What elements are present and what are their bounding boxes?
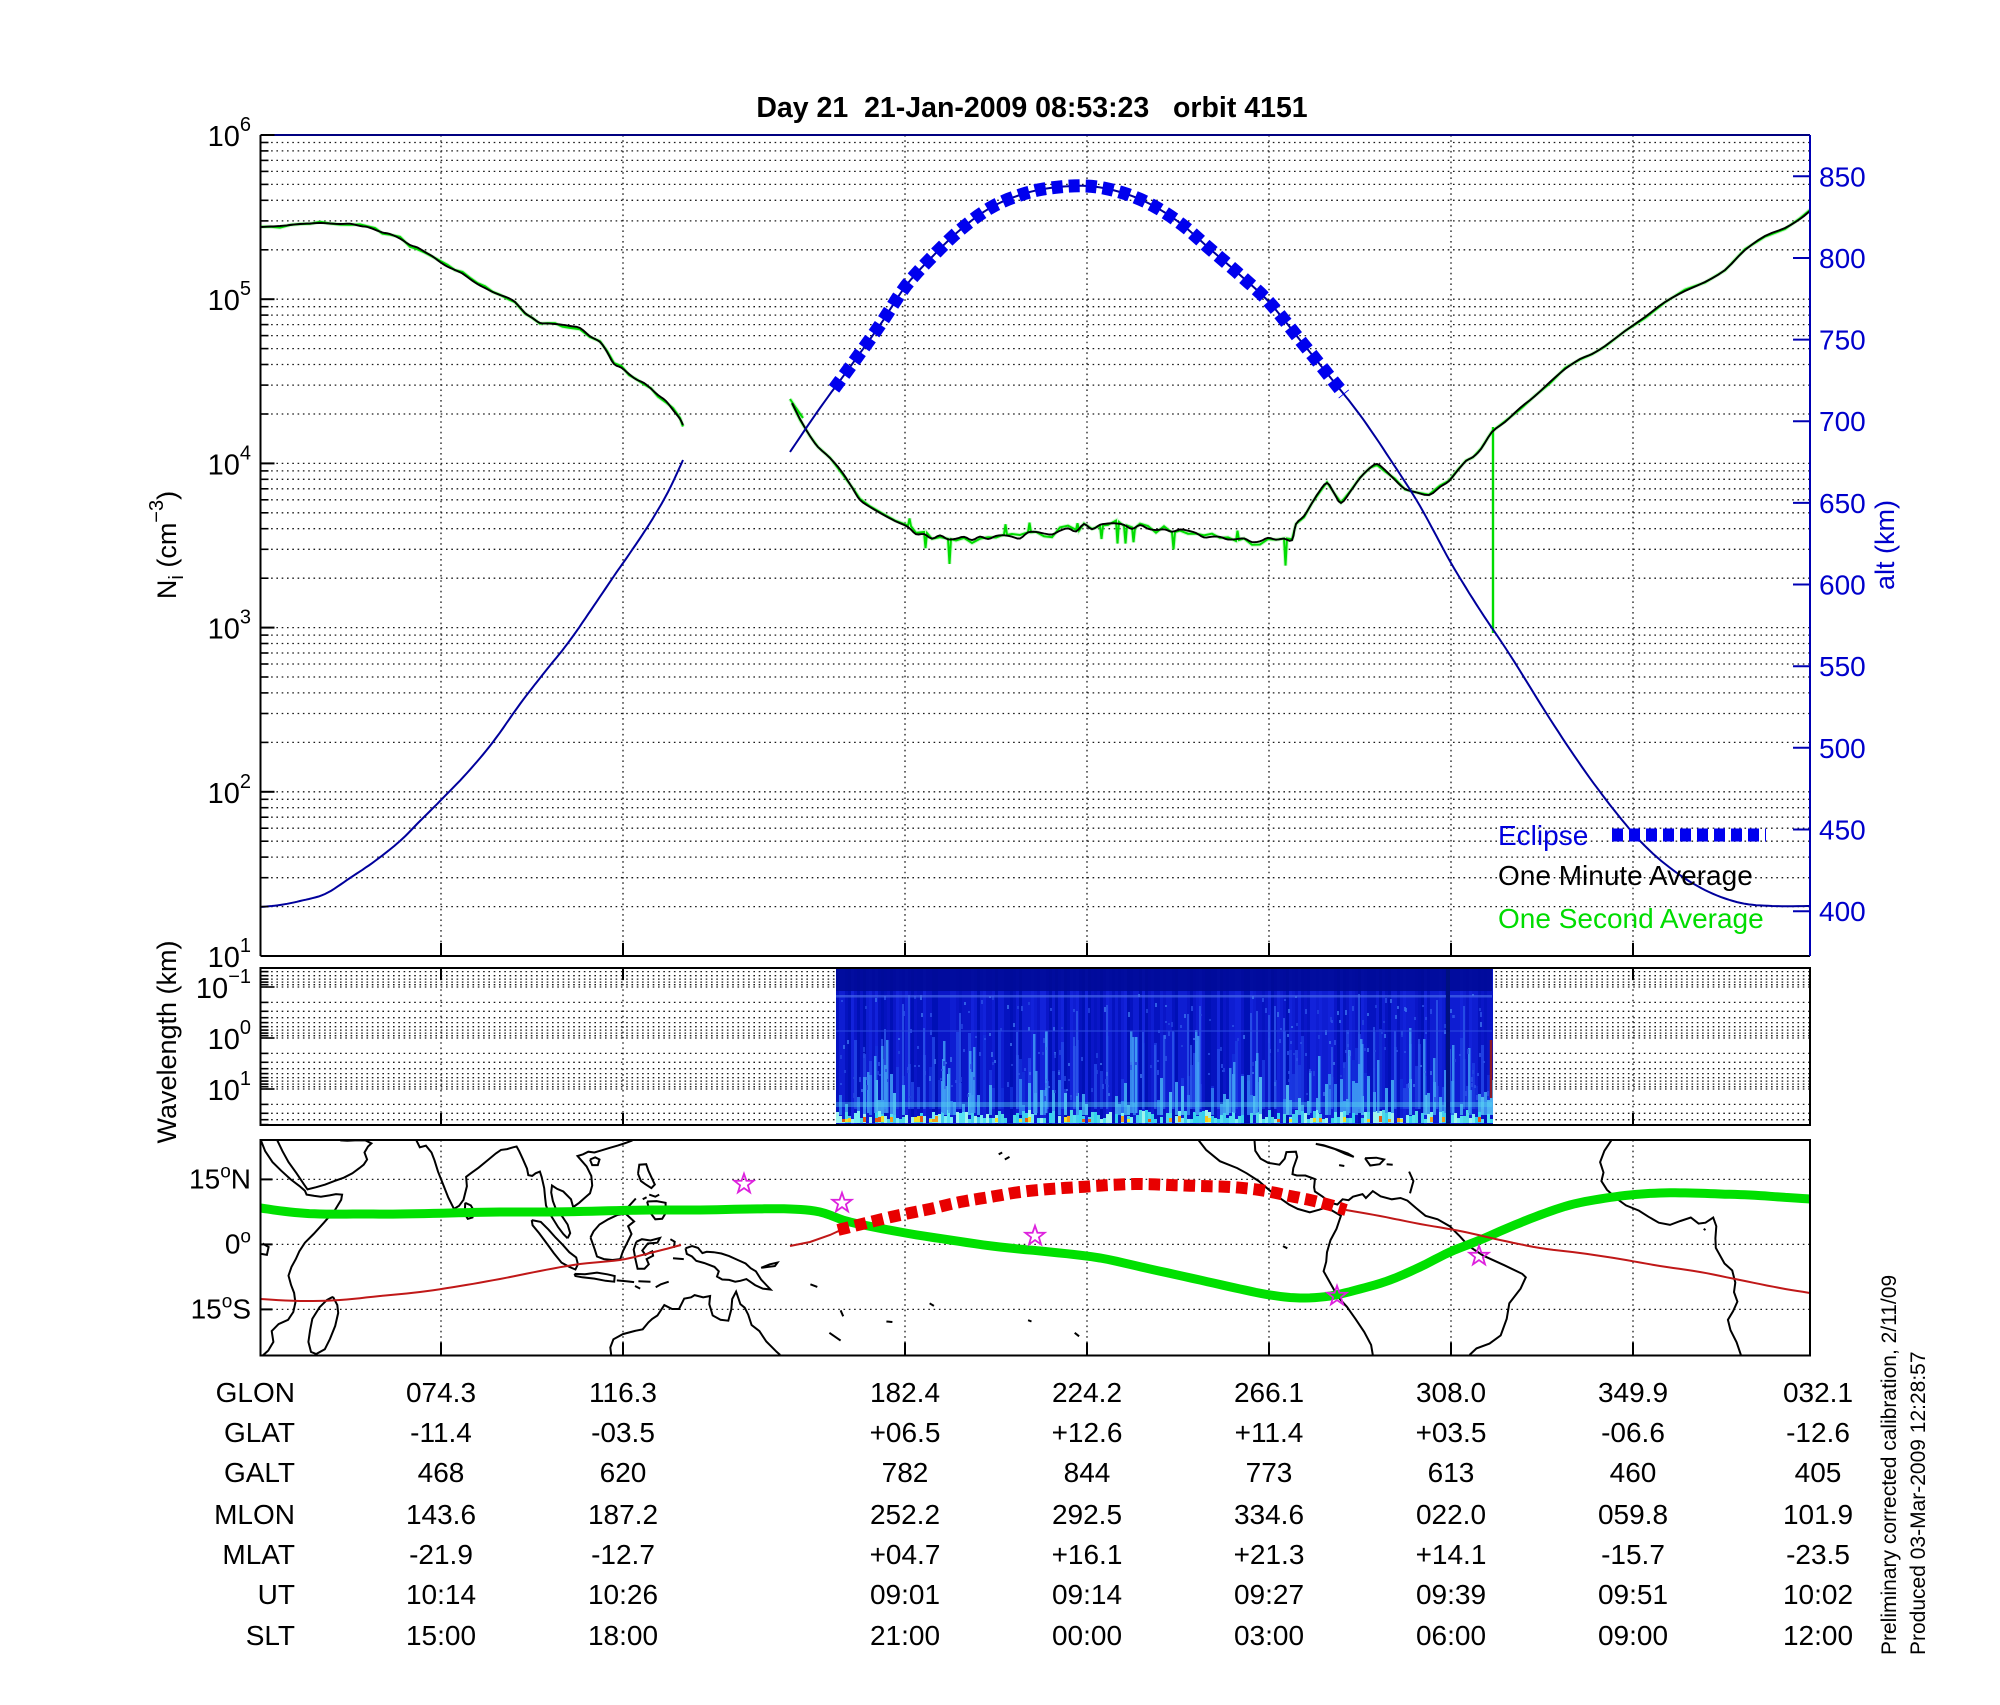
svg-text:21:00: 21:00 (870, 1620, 940, 1651)
svg-text:266.1: 266.1 (1234, 1377, 1304, 1408)
svg-text:104: 104 (208, 442, 251, 481)
svg-text:15:00: 15:00 (406, 1620, 476, 1651)
svg-text:One Second Average: One Second Average (1498, 903, 1764, 934)
svg-text:SLT: SLT (246, 1620, 295, 1651)
svg-text:650: 650 (1819, 488, 1866, 519)
svg-text:059.8: 059.8 (1598, 1499, 1668, 1530)
svg-text:400: 400 (1819, 896, 1866, 927)
svg-text:844: 844 (1064, 1457, 1111, 1488)
svg-text:468: 468 (418, 1457, 465, 1488)
svg-text:032.1: 032.1 (1783, 1377, 1853, 1408)
svg-text:450: 450 (1819, 815, 1866, 846)
svg-text:Wavelength (km): Wavelength (km) (152, 940, 182, 1143)
svg-text:Produced 03-Mar-2009 12:28:57: Produced 03-Mar-2009 12:28:57 (1907, 1351, 1930, 1655)
svg-text:Eclipse: Eclipse (1498, 820, 1588, 851)
svg-text:alt (km): alt (km) (1870, 500, 1900, 590)
svg-text:+06.5: +06.5 (870, 1417, 941, 1448)
svg-text:15oN: 15oN (189, 1161, 251, 1194)
svg-text:460: 460 (1610, 1457, 1657, 1488)
svg-text:18:00: 18:00 (588, 1620, 658, 1651)
svg-text:00:00: 00:00 (1052, 1620, 1122, 1651)
svg-text:773: 773 (1246, 1457, 1293, 1488)
svg-text:-12.7: -12.7 (591, 1539, 655, 1570)
svg-text:-12.6: -12.6 (1786, 1417, 1850, 1448)
svg-text:550: 550 (1819, 651, 1866, 682)
svg-text:782: 782 (882, 1457, 929, 1488)
svg-text:292.5: 292.5 (1052, 1499, 1122, 1530)
svg-text:06:00: 06:00 (1416, 1620, 1486, 1651)
svg-text:One Minute Average: One Minute Average (1498, 860, 1753, 891)
svg-text:GALT: GALT (224, 1457, 295, 1488)
svg-text:+03.5: +03.5 (1416, 1417, 1487, 1448)
svg-text:+14.1: +14.1 (1416, 1539, 1487, 1570)
svg-text:09:00: 09:00 (1598, 1620, 1668, 1651)
svg-text:-11.4: -11.4 (410, 1417, 472, 1448)
svg-text:03:00: 03:00 (1234, 1620, 1304, 1651)
svg-text:09:14: 09:14 (1052, 1579, 1122, 1610)
svg-text:Day 21 21-Jan-2009 08:53:23: Day 21 21-Jan-2009 08:53:23 orbit 4151 (756, 92, 1307, 124)
svg-text:10:26: 10:26 (588, 1579, 658, 1610)
svg-text:09:27: 09:27 (1234, 1579, 1304, 1610)
svg-text:-06.6: -06.6 (1601, 1417, 1665, 1448)
svg-text:022.0: 022.0 (1416, 1499, 1486, 1530)
svg-text:UT: UT (258, 1579, 295, 1610)
svg-text:MLAT: MLAT (222, 1539, 295, 1570)
svg-text:MLON: MLON (214, 1499, 295, 1530)
svg-text:116.3: 116.3 (589, 1377, 657, 1408)
svg-text:224.2: 224.2 (1052, 1377, 1122, 1408)
svg-text:-15.7: -15.7 (1601, 1539, 1665, 1570)
svg-text:308.0: 308.0 (1416, 1377, 1486, 1408)
svg-text:+11.4: +11.4 (1235, 1417, 1304, 1448)
svg-text:187.2: 187.2 (588, 1499, 658, 1530)
svg-text:+16.1: +16.1 (1052, 1539, 1123, 1570)
svg-text:600: 600 (1819, 570, 1866, 601)
svg-text:GLON: GLON (216, 1377, 295, 1408)
svg-text:500: 500 (1819, 733, 1866, 764)
svg-text:405: 405 (1795, 1457, 1842, 1488)
svg-text:-23.5: -23.5 (1786, 1539, 1850, 1570)
svg-text:334.6: 334.6 (1234, 1499, 1304, 1530)
svg-text:+12.6: +12.6 (1052, 1417, 1123, 1448)
svg-text:700: 700 (1819, 406, 1866, 437)
svg-text:09:01: 09:01 (870, 1579, 940, 1610)
svg-text:800: 800 (1819, 243, 1866, 274)
svg-text:10:02: 10:02 (1783, 1579, 1853, 1610)
svg-text:850: 850 (1819, 161, 1866, 192)
svg-text:143.6: 143.6 (406, 1499, 476, 1530)
svg-text:+04.7: +04.7 (870, 1539, 941, 1570)
svg-text:15oS: 15oS (191, 1291, 251, 1324)
svg-text:-03.5: -03.5 (591, 1417, 655, 1448)
svg-text:182.4: 182.4 (870, 1377, 940, 1408)
svg-text:620: 620 (600, 1457, 647, 1488)
svg-text:09:51: 09:51 (1598, 1579, 1668, 1610)
svg-text:09:39: 09:39 (1416, 1579, 1486, 1610)
svg-text:349.9: 349.9 (1598, 1377, 1668, 1408)
svg-text:750: 750 (1819, 325, 1866, 356)
svg-text:613: 613 (1428, 1457, 1475, 1488)
svg-text:Preliminary corrected calibrat: Preliminary corrected calibration, 2/11/… (1878, 1275, 1901, 1655)
svg-text:GLAT: GLAT (224, 1417, 295, 1448)
svg-text:12:00: 12:00 (1783, 1620, 1853, 1651)
svg-text:074.3: 074.3 (406, 1377, 476, 1408)
svg-text:+21.3: +21.3 (1234, 1539, 1305, 1570)
svg-text:252.2: 252.2 (870, 1499, 940, 1530)
svg-text:10:14: 10:14 (406, 1579, 476, 1610)
svg-text:101.9: 101.9 (1783, 1499, 1853, 1530)
svg-text:-21.9: -21.9 (409, 1539, 473, 1570)
